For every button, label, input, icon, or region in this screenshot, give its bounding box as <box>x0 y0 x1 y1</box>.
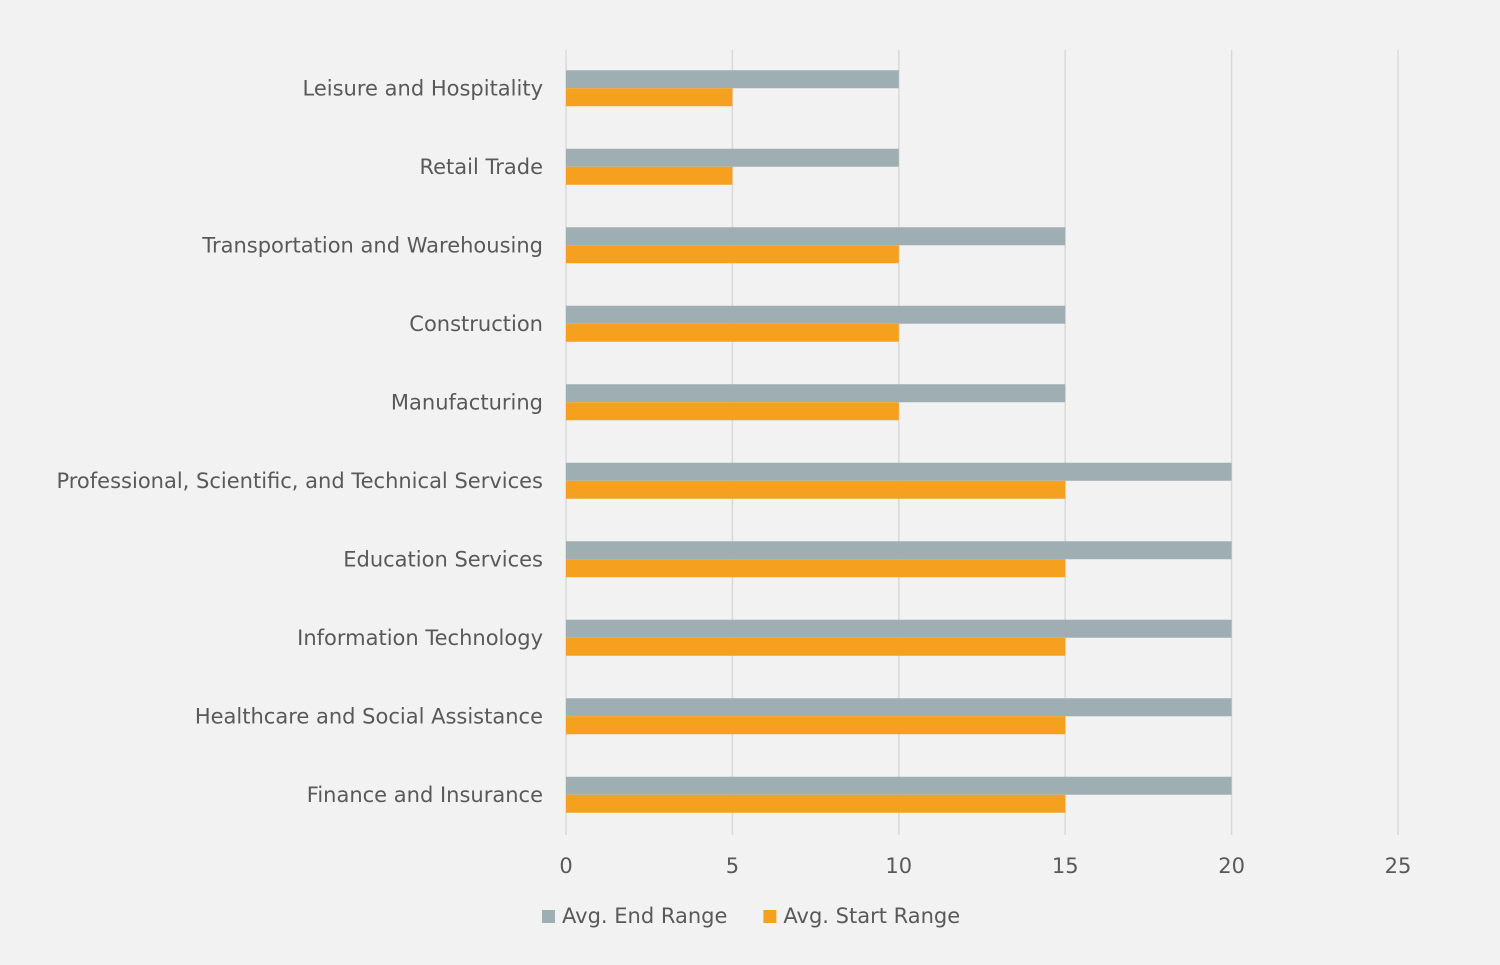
x-tick-label: 20 <box>1218 854 1245 878</box>
y-tick-label: Information Technology <box>297 626 543 650</box>
bar <box>566 148 899 167</box>
y-tick-label: Manufacturing <box>391 390 543 414</box>
bar <box>566 462 1232 481</box>
y-tick-label: Construction <box>409 312 543 336</box>
legend-swatch <box>542 910 555 923</box>
legend-label: Avg. End Range <box>562 904 727 928</box>
bar <box>566 323 899 342</box>
x-tick-label: 5 <box>726 854 739 878</box>
bar <box>566 384 1066 403</box>
y-tick-label: Professional, Scientific, and Technical … <box>56 469 543 493</box>
bar <box>566 776 1232 795</box>
bar <box>566 541 1232 560</box>
y-tick-label: Transportation and Warehousing <box>201 233 543 257</box>
bar <box>566 794 1066 813</box>
bar <box>566 637 1066 656</box>
bar <box>566 166 733 185</box>
bar <box>566 402 899 421</box>
bar <box>566 559 1066 578</box>
x-tick-label: 0 <box>559 854 572 878</box>
bar <box>566 716 1066 735</box>
y-tick-label: Healthcare and Social Assistance <box>195 704 543 728</box>
y-tick-label: Finance and Insurance <box>307 783 543 807</box>
bar <box>566 619 1232 638</box>
y-tick-label: Leisure and Hospitality <box>303 76 543 100</box>
y-tick-label: Retail Trade <box>419 155 543 179</box>
legend-swatch <box>763 910 777 923</box>
y-tick-label: Education Services <box>343 547 543 571</box>
bar <box>566 698 1232 717</box>
bar <box>566 480 1066 499</box>
x-tick-label: 15 <box>1052 854 1079 878</box>
bar <box>566 70 899 89</box>
x-tick-label: 10 <box>885 854 912 878</box>
bar <box>566 88 733 107</box>
bar <box>566 245 899 264</box>
x-tick-label: 25 <box>1385 854 1412 878</box>
bar <box>566 305 1066 324</box>
bar <box>566 227 1066 246</box>
legend-label: Avg. Start Range <box>783 904 960 928</box>
